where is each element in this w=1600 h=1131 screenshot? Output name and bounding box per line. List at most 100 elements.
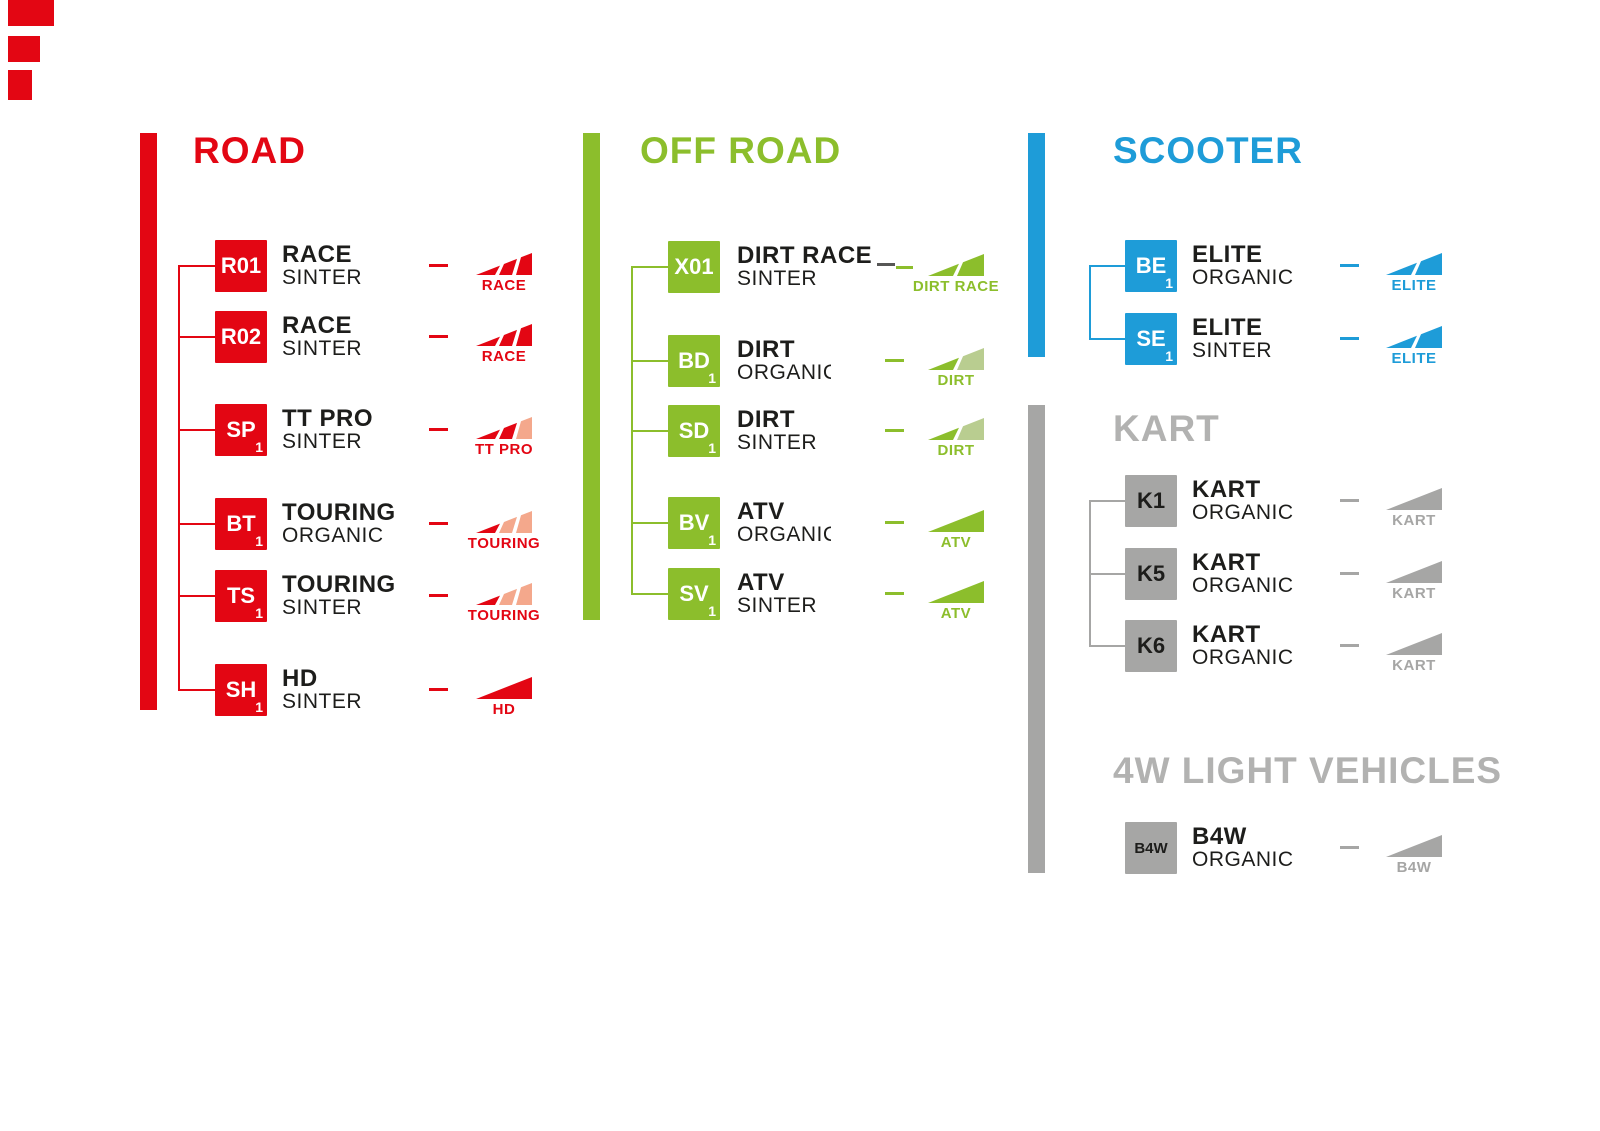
badge-subscript: 1: [255, 533, 263, 549]
row-dash: [885, 592, 904, 595]
product-name: TOURING: [282, 571, 396, 598]
tree-branch: [1089, 500, 1125, 502]
product-name: KART: [1192, 621, 1261, 648]
level-icon-wedge2: [928, 254, 984, 276]
badge-subscript: 1: [708, 532, 716, 548]
tree-branch: [631, 522, 668, 524]
product-name: RACE: [282, 312, 353, 339]
row-dash: [885, 521, 904, 524]
product-material: SINTER: [282, 690, 363, 713]
level-icon-label: KART: [1392, 657, 1436, 674]
product-material: ORGANIC: [1192, 501, 1294, 524]
row-dash: [429, 335, 448, 338]
badge-code: SE: [1136, 326, 1166, 351]
product-material: ORGANIC: [1192, 266, 1294, 289]
level-icon-wedge3: [476, 324, 532, 346]
code-badge: SD 1: [668, 405, 720, 457]
badge-subscript: 1: [255, 699, 263, 715]
product-name: HD: [282, 665, 318, 692]
code-badge: SP 1: [215, 404, 267, 456]
product-name: KART: [1192, 549, 1261, 576]
product-name: KART: [1192, 476, 1261, 503]
code-badge: K1: [1125, 475, 1177, 527]
row-dash: [429, 428, 448, 431]
level-icon-label: RACE: [481, 277, 527, 294]
tree-branch: [631, 360, 668, 362]
product-name: ATV: [737, 498, 785, 525]
tree-branch: [1089, 265, 1125, 267]
product-material: ORGANIC: [1192, 646, 1294, 669]
level-icon-wedge3: [476, 253, 532, 275]
corner-mark: [8, 70, 32, 100]
tree-branch: [178, 336, 215, 338]
section-title-offroad: OFF ROAD: [640, 130, 842, 171]
product-name: DIRT: [737, 406, 795, 433]
level-icon-solid: [476, 677, 532, 699]
product-material: SINTER: [282, 337, 363, 360]
row-dash-dark: [877, 263, 895, 266]
badge-subscript: 1: [255, 439, 263, 455]
level-icon-label: RACE: [481, 348, 527, 365]
tree-branch: [178, 523, 215, 525]
product-material: SINTER: [282, 596, 363, 619]
level-icon-label: DIRT RACE: [912, 278, 1000, 295]
product-material: SINTER: [1192, 339, 1273, 362]
badge-code: R02: [220, 324, 262, 349]
level-icon-label: TOURING: [467, 607, 541, 624]
product-material: SINTER: [282, 430, 363, 453]
badge-subscript: 1: [1165, 348, 1173, 364]
level-icon-solid: [928, 581, 984, 603]
level-icon-wedge3: [476, 511, 532, 533]
code-badge: SV 1: [668, 568, 720, 620]
level-icon-solid: [1386, 633, 1442, 655]
level-icon-label: TT PRO: [475, 441, 533, 458]
code-badge: BE 1: [1125, 240, 1177, 292]
row-dash: [896, 266, 913, 269]
product-material: SINTER: [282, 266, 363, 289]
badge-code: K6: [1136, 633, 1166, 658]
level-icon-solid: [928, 510, 984, 532]
code-badge: BD 1: [668, 335, 720, 387]
tree-branch: [178, 429, 215, 431]
badge-subscript: 1: [708, 440, 716, 456]
tree-branch: [631, 430, 668, 432]
level-icon-wedge2: [928, 348, 984, 370]
category-bar-scooter: [1028, 133, 1045, 357]
badge-code: K5: [1136, 561, 1166, 586]
corner-mark: [8, 0, 54, 26]
badge-code: BT: [226, 511, 256, 536]
product-material: SINTER: [737, 431, 818, 454]
product-material: ORGANIC: [1192, 848, 1294, 871]
tree-branch: [1089, 338, 1125, 340]
level-icon-wedge2: [1386, 253, 1442, 275]
level-icon-wedge2: [1386, 326, 1442, 348]
code-badge: BT 1: [215, 498, 267, 550]
product-name: ATV: [737, 569, 785, 596]
badge-code: SD: [678, 418, 710, 443]
code-badge: BV 1: [668, 497, 720, 549]
level-icon-label: DIRT: [937, 442, 975, 459]
code-badge: R01: [215, 240, 267, 292]
section-title-scooter: SCOOTER: [1113, 130, 1303, 171]
row-dash: [429, 688, 448, 691]
badge-subscript: 1: [255, 605, 263, 621]
level-icon-label: TOURING: [467, 535, 541, 552]
level-icon-wedge3: [476, 583, 532, 605]
badge-subscript: 1: [708, 603, 716, 619]
tree-line: [1089, 266, 1091, 339]
product-name: TT PRO: [282, 405, 373, 432]
code-badge: SE 1: [1125, 313, 1177, 365]
category-bar-road: [140, 133, 157, 710]
level-icon-label: ELITE: [1391, 277, 1437, 294]
product-material: ORGANIC: [737, 523, 831, 546]
tree-branch: [178, 265, 215, 267]
level-icon-label: B4W: [1396, 859, 1432, 876]
level-icon-wedge3: [476, 417, 532, 439]
level-icon-label: DIRT: [937, 372, 975, 389]
row-dash: [429, 594, 448, 597]
code-badge: TS 1: [215, 570, 267, 622]
badge-code: BD: [678, 348, 710, 373]
tree-branch: [631, 266, 668, 268]
code-badge: K5: [1125, 548, 1177, 600]
